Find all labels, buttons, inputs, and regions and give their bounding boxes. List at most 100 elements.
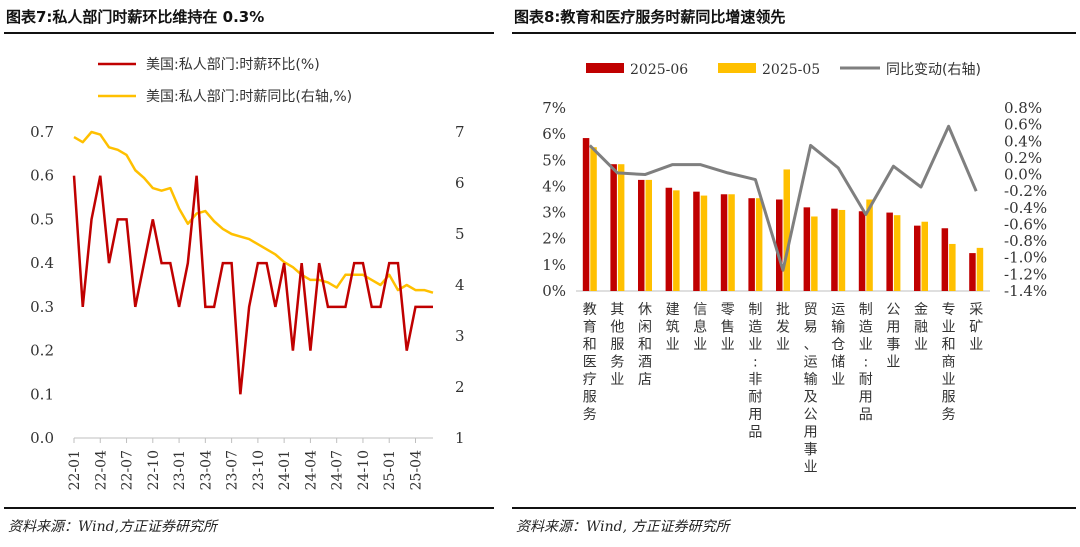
right-category-label: 用 bbox=[886, 320, 900, 336]
right-category-label: 易 bbox=[804, 320, 818, 336]
right-category-label: 零 bbox=[721, 302, 735, 318]
right-bar-2025-05 bbox=[949, 243, 956, 291]
right-category-label: 业 bbox=[776, 337, 790, 353]
right-bar-2025-06 bbox=[941, 228, 949, 291]
right-category-label: 和 bbox=[942, 337, 956, 353]
right-category-label: 休 bbox=[638, 302, 652, 318]
right-category-label: 和 bbox=[583, 337, 597, 353]
right-category-label: 和 bbox=[638, 337, 652, 353]
right-title-rule bbox=[512, 32, 1076, 34]
left-legend-label-yoy: 美国:私人部门:时薪同比(右轴,%) bbox=[146, 89, 352, 105]
right-y-tick-label: 5% bbox=[542, 151, 566, 169]
left-y2-tick-label: 7 bbox=[455, 123, 465, 141]
right-category-label: 业 bbox=[942, 372, 956, 388]
right-bar-2025-05 bbox=[728, 194, 735, 291]
right-bar-2025-05 bbox=[811, 216, 818, 291]
right-category-label: 贸 bbox=[804, 302, 818, 318]
left-y-tick-label: 0.5 bbox=[30, 210, 54, 228]
right-category-label: 用 bbox=[748, 407, 762, 423]
right-bar-2025-05 bbox=[673, 190, 680, 291]
right-category-label: 业 bbox=[748, 337, 762, 353]
right-bar-2025-05 bbox=[838, 209, 846, 291]
left-x-tick-label: 22-04 bbox=[93, 450, 109, 490]
left-y-tick-label: 0.1 bbox=[30, 385, 54, 403]
right-category-label: 业 bbox=[914, 337, 928, 353]
right-bar-2025-06 bbox=[831, 208, 838, 291]
right-y-tick-label: 6% bbox=[542, 125, 566, 143]
left-y2-tick-label: 1 bbox=[455, 429, 465, 447]
right-category-label: 矿 bbox=[969, 320, 983, 336]
left-y2-tick-label: 3 bbox=[455, 327, 465, 345]
left-x-tick-label: 24-10 bbox=[356, 450, 372, 490]
left-y-tick-label: 0.3 bbox=[30, 298, 54, 316]
right-series-change-line bbox=[588, 124, 978, 272]
right-category-label: 用 bbox=[804, 425, 818, 441]
right-legend-label-2025-05: 2025-05 bbox=[762, 62, 820, 78]
right-category-label: 专 bbox=[942, 302, 956, 318]
right-y2-tick-label: 0.6% bbox=[1004, 116, 1042, 134]
right-bottom-rule bbox=[512, 507, 1076, 509]
right-bar-2025-05 bbox=[590, 147, 597, 291]
right-bar-2025-06 bbox=[610, 164, 617, 291]
right-bar-2025-05 bbox=[700, 195, 708, 291]
right-category-label: 造 bbox=[748, 320, 762, 336]
right-bar-2025-05 bbox=[976, 247, 984, 291]
right-bar-2025-06 bbox=[776, 199, 783, 291]
right-y2-tick-label: 0.2% bbox=[1004, 149, 1042, 167]
right-category-label: 仓 bbox=[831, 337, 845, 353]
right-bar-2025-05 bbox=[617, 164, 625, 291]
right-bar-2025-06 bbox=[638, 179, 645, 291]
left-series-mom-line bbox=[72, 175, 433, 395]
right-bar-2025-06 bbox=[969, 253, 976, 291]
right-category-label: 信 bbox=[693, 302, 707, 318]
right-bar-2025-06 bbox=[720, 194, 728, 291]
right-category-label: : bbox=[863, 355, 868, 371]
right-y-tick-label: 4% bbox=[542, 177, 566, 195]
right-category-label: 闲 bbox=[638, 320, 652, 336]
right-category-label: 公 bbox=[886, 302, 900, 318]
right-category-label: 用 bbox=[859, 390, 873, 406]
left-y-tick-label: 0.2 bbox=[30, 342, 54, 360]
right-y2-tick-label: -0.2% bbox=[1004, 182, 1047, 200]
right-category-label: 事 bbox=[804, 442, 818, 458]
right-bar-2025-05 bbox=[921, 221, 928, 291]
right-category-label: 服 bbox=[610, 337, 624, 353]
right-category-label: 业 bbox=[666, 337, 680, 353]
right-bar-2025-06 bbox=[803, 207, 811, 291]
right-category-label: 、 bbox=[804, 337, 818, 353]
right-y2-tick-label: -0.6% bbox=[1004, 215, 1047, 233]
left-y2-tick-label: 2 bbox=[455, 378, 465, 396]
right-category-label: 耐 bbox=[748, 390, 762, 406]
right-category-label: 业 bbox=[969, 337, 983, 353]
left-x-tick-label: 23-07 bbox=[225, 450, 241, 490]
right-category-label: 品 bbox=[748, 425, 762, 441]
right-category-label: 务 bbox=[942, 407, 956, 423]
right-legend-swatch-2025-06 bbox=[586, 63, 624, 73]
right-category-label: 采 bbox=[969, 302, 983, 318]
right-y2-tick-label: -1.0% bbox=[1004, 249, 1047, 267]
right-y2-tick-label: -0.8% bbox=[1004, 232, 1047, 250]
right-bar-2025-06 bbox=[858, 211, 866, 291]
left-y-tick-label: 0.4 bbox=[30, 254, 54, 272]
right-y2-tick-label: -1.4% bbox=[1004, 282, 1047, 300]
right-bar-2025-05 bbox=[755, 198, 763, 291]
right-y-tick-label: 3% bbox=[542, 204, 566, 222]
right-y2-tick-label: 0.4% bbox=[1004, 132, 1042, 150]
right-y2-tick-label: 0.8% bbox=[1004, 99, 1042, 117]
right-legend-swatch-2025-05 bbox=[718, 63, 756, 73]
left-y2-tick-label: 6 bbox=[455, 174, 465, 192]
right-category-label: 批 bbox=[776, 302, 790, 318]
right-category-label: 医 bbox=[583, 355, 597, 371]
left-y-tick-label: 0.7 bbox=[30, 123, 54, 141]
right-category-label: 发 bbox=[776, 320, 790, 336]
right-bar-2025-05 bbox=[893, 215, 901, 291]
right-y2-tick-label: -0.4% bbox=[1004, 199, 1047, 217]
right-bar-2025-05 bbox=[866, 199, 873, 291]
right-source-note: 资料来源：Wind, 方正证券研究所 bbox=[516, 519, 730, 535]
left-chart-title: 图表7:私人部门时薪环比维持在 0.3% bbox=[6, 8, 265, 26]
right-y-tick-label: 2% bbox=[542, 230, 566, 248]
right-bar-2025-05 bbox=[645, 179, 652, 291]
left-x-tick-label: 22-07 bbox=[120, 450, 136, 490]
right-category-label: 建 bbox=[666, 302, 680, 318]
